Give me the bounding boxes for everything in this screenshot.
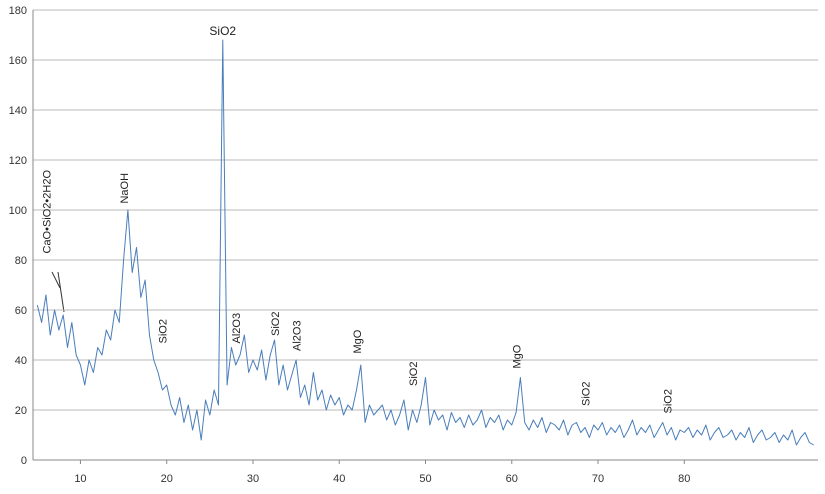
x-tick-label: 50 bbox=[419, 473, 431, 485]
annotation: SiO2 bbox=[270, 312, 282, 336]
y-tick-label: 0 bbox=[21, 455, 27, 467]
x-tick-label: 10 bbox=[74, 473, 86, 485]
pointer-line bbox=[57, 271, 65, 313]
y-tick-label: 160 bbox=[9, 55, 27, 67]
y-tick-label: 140 bbox=[9, 105, 27, 117]
x-tick-label: 20 bbox=[161, 473, 173, 485]
annotation: Al2O3 bbox=[291, 320, 303, 351]
y-tick-label: 180 bbox=[9, 5, 27, 17]
y-tick-label: 20 bbox=[15, 405, 27, 417]
x-tick-label: 70 bbox=[592, 473, 604, 485]
x-tick-label: 80 bbox=[678, 473, 690, 485]
annotation: MgO bbox=[352, 329, 364, 353]
y-tick-label: 40 bbox=[15, 355, 27, 367]
annotation: SiO2 bbox=[209, 24, 236, 38]
annotation: SiO2 bbox=[158, 319, 170, 343]
annotation: SiO2 bbox=[408, 362, 420, 386]
annotation: MgO bbox=[511, 344, 523, 368]
x-tick-label: 60 bbox=[506, 473, 518, 485]
annotation: SiO2 bbox=[662, 389, 674, 413]
annotation: NaOH bbox=[119, 173, 131, 204]
annotation: Al2O3 bbox=[231, 313, 243, 344]
y-tick-label: 100 bbox=[9, 205, 27, 217]
x-tick-label: 40 bbox=[333, 473, 345, 485]
data-line bbox=[36, 39, 814, 446]
annotation: CaO•SiO2•2H2O bbox=[41, 170, 53, 254]
annotation: SiO2 bbox=[580, 382, 592, 406]
pointer-line bbox=[51, 271, 61, 289]
y-tick-label: 120 bbox=[9, 155, 27, 167]
x-tick-label: 30 bbox=[247, 473, 259, 485]
y-tick-label: 80 bbox=[15, 255, 27, 267]
y-tick-label: 60 bbox=[15, 305, 27, 317]
